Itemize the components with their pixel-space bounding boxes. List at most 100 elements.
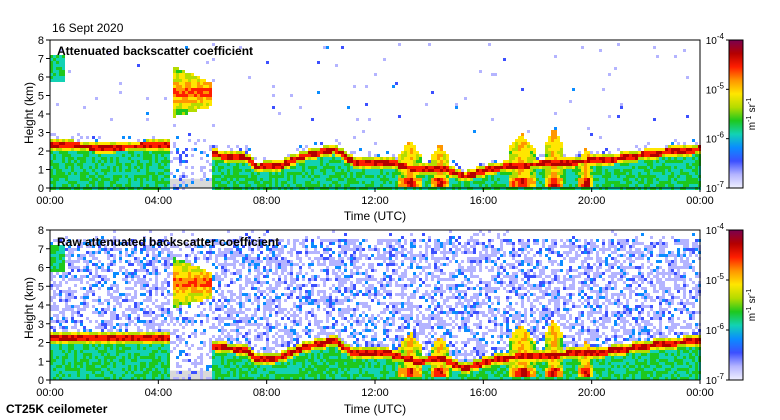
backscatter-cell bbox=[71, 157, 74, 160]
backscatter-cell bbox=[110, 320, 113, 323]
backscatter-cell bbox=[59, 172, 62, 175]
backscatter-cell bbox=[185, 320, 188, 323]
backscatter-cell bbox=[632, 166, 635, 169]
backscatter-cell bbox=[470, 175, 473, 178]
backscatter-cell bbox=[236, 160, 239, 163]
backscatter-cell bbox=[53, 347, 56, 350]
backscatter-cell bbox=[188, 296, 191, 299]
backscatter-cell bbox=[203, 175, 206, 178]
backscatter-cell bbox=[407, 148, 410, 151]
backscatter-cell bbox=[167, 374, 170, 377]
backscatter-cell bbox=[326, 166, 329, 169]
backscatter-cell bbox=[203, 275, 206, 278]
backscatter-cell bbox=[200, 362, 203, 365]
backscatter-cell bbox=[290, 172, 293, 175]
backscatter-cell bbox=[170, 151, 173, 154]
backscatter-cell bbox=[62, 175, 65, 178]
backscatter-cell bbox=[110, 263, 113, 266]
backscatter-cell bbox=[65, 365, 68, 368]
backscatter-cell bbox=[185, 97, 188, 100]
backscatter-cell bbox=[488, 166, 491, 169]
backscatter-cell bbox=[131, 308, 134, 311]
backscatter-cell bbox=[569, 160, 572, 163]
backscatter-cell bbox=[146, 371, 149, 374]
backscatter-cell bbox=[110, 311, 113, 314]
backscatter-cell bbox=[167, 145, 170, 148]
y-tick-label: 6 bbox=[38, 72, 44, 84]
backscatter-cell bbox=[215, 347, 218, 350]
backscatter-cell bbox=[113, 326, 116, 329]
backscatter-cell bbox=[143, 154, 146, 157]
backscatter-cell bbox=[59, 79, 62, 82]
backscatter-cell bbox=[98, 136, 101, 139]
backscatter-cell bbox=[476, 181, 479, 184]
backscatter-cell bbox=[152, 335, 155, 338]
backscatter-cell bbox=[116, 181, 119, 184]
backscatter-cell bbox=[143, 142, 146, 145]
backscatter-cell bbox=[152, 317, 155, 320]
backscatter-cell bbox=[134, 332, 137, 335]
backscatter-cell bbox=[173, 299, 176, 302]
backscatter-cell bbox=[632, 172, 635, 175]
backscatter-cell bbox=[200, 85, 203, 88]
backscatter-cell bbox=[140, 181, 143, 184]
backscatter-cell bbox=[134, 275, 137, 278]
backscatter-cell bbox=[119, 302, 122, 305]
backscatter-cell bbox=[98, 296, 101, 299]
backscatter-cell bbox=[374, 184, 377, 187]
backscatter-cell bbox=[323, 151, 326, 154]
backscatter-cell bbox=[140, 278, 143, 281]
backscatter-cell bbox=[98, 251, 101, 254]
backscatter-cell bbox=[203, 287, 206, 290]
backscatter-cell bbox=[98, 172, 101, 175]
backscatter-cell bbox=[119, 178, 122, 181]
backscatter-cell bbox=[152, 302, 155, 305]
backscatter-cell bbox=[80, 142, 83, 145]
backscatter-cell bbox=[410, 181, 413, 184]
backscatter-cell bbox=[275, 175, 278, 178]
backscatter-cell bbox=[389, 178, 392, 181]
backscatter-cell bbox=[95, 172, 98, 175]
backscatter-cell bbox=[218, 368, 221, 371]
backscatter-cell bbox=[146, 329, 149, 332]
backscatter-cell bbox=[332, 178, 335, 181]
backscatter-cell bbox=[170, 272, 173, 275]
backscatter-cell bbox=[191, 266, 194, 269]
backscatter-cell bbox=[350, 154, 353, 157]
backscatter-cell bbox=[209, 85, 212, 88]
backscatter-cell bbox=[680, 154, 683, 157]
backscatter-cell bbox=[134, 154, 137, 157]
backscatter-cell bbox=[194, 371, 197, 374]
backscatter-cell bbox=[329, 172, 332, 175]
backscatter-cell bbox=[89, 172, 92, 175]
backscatter-cell bbox=[224, 175, 227, 178]
backscatter-cell bbox=[56, 374, 59, 377]
backscatter-cell bbox=[674, 184, 677, 187]
backscatter-cell bbox=[50, 287, 53, 290]
backscatter-cell bbox=[656, 163, 659, 166]
backscatter-cell bbox=[212, 184, 215, 187]
backscatter-cell bbox=[455, 181, 458, 184]
backscatter-cell bbox=[77, 311, 80, 314]
backscatter-cell bbox=[446, 172, 449, 175]
backscatter-cell bbox=[248, 178, 251, 181]
backscatter-cell bbox=[134, 305, 137, 308]
backscatter-cell bbox=[83, 260, 86, 263]
backscatter-cell bbox=[140, 347, 143, 350]
backscatter-cell bbox=[239, 184, 242, 187]
backscatter-cell bbox=[203, 82, 206, 85]
backscatter-cell bbox=[65, 242, 68, 245]
backscatter-cell bbox=[230, 154, 233, 157]
backscatter-cell bbox=[359, 181, 362, 184]
backscatter-cell bbox=[146, 338, 149, 341]
backscatter-cell bbox=[68, 293, 71, 296]
backscatter-cell bbox=[194, 245, 197, 248]
backscatter-cell bbox=[56, 178, 59, 181]
backscatter-cell bbox=[92, 356, 95, 359]
backscatter-cell bbox=[623, 181, 626, 184]
backscatter-cell bbox=[383, 163, 386, 166]
backscatter-cell bbox=[170, 350, 173, 353]
backscatter-cell bbox=[65, 356, 68, 359]
backscatter-cell bbox=[362, 163, 365, 166]
backscatter-cell bbox=[203, 290, 206, 293]
